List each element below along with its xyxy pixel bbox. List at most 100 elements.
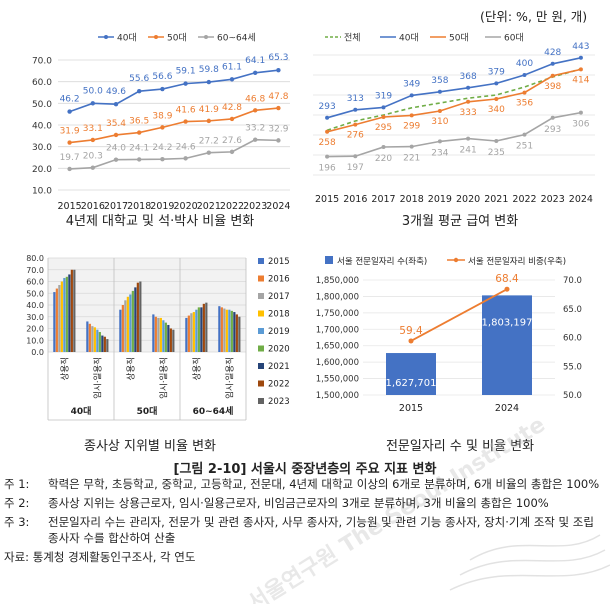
legend-marker	[204, 35, 208, 39]
note-1-text: 학력은 무학, 초등학교, 중학교, 고등학교, 전문대, 4년제 대학교 이상…	[48, 477, 600, 491]
category-label: 상용직	[192, 357, 203, 380]
data-label: 293	[319, 102, 336, 112]
y-tick-label: 10.0	[32, 187, 52, 197]
legend-label: 전체	[344, 33, 361, 44]
bar	[386, 353, 436, 395]
data-point	[381, 105, 386, 110]
x-tick-label: 2016	[343, 194, 367, 205]
bar	[205, 302, 208, 352]
bar	[129, 294, 132, 352]
y-right-tick-label: 60.0	[563, 334, 582, 344]
bar	[124, 300, 127, 352]
bar	[86, 321, 89, 352]
data-label: 27.2	[199, 137, 219, 147]
bar	[223, 308, 226, 352]
data-point	[325, 154, 330, 159]
x-tick-label: 2015	[315, 194, 339, 205]
notes: 주 1: 학력은 무학, 초등학교, 중학교, 고등학교, 전문대, 4년제 대…	[4, 476, 606, 565]
data-label: 310	[431, 117, 448, 127]
y-tick-label: 40.0	[26, 301, 44, 310]
series-line-1	[69, 69, 279, 113]
y-tick-label: 50.0	[26, 289, 44, 298]
bar	[238, 316, 241, 352]
data-point	[253, 137, 258, 142]
y-tick-label: 10.0	[26, 336, 44, 345]
share-point	[504, 286, 510, 292]
category-label: 상용직	[60, 357, 71, 380]
y-left-tick-label: 1,850,000	[316, 276, 359, 286]
data-label: 24.0	[106, 144, 126, 154]
data-label: 20.3	[83, 152, 103, 162]
bar	[482, 295, 532, 395]
data-label: 306	[572, 120, 589, 130]
bar	[162, 320, 165, 352]
note-1-label: 주 1:	[4, 477, 30, 491]
y-left-tick-label: 1,500,000	[316, 391, 359, 401]
data-point	[183, 156, 188, 161]
x-tick-label: 2019	[428, 194, 452, 205]
x-tick-label: 2022	[512, 194, 536, 205]
bar	[139, 281, 142, 352]
data-label: 42.8	[222, 103, 242, 113]
data-label: 234	[431, 148, 448, 158]
bar	[233, 312, 236, 352]
bar	[103, 336, 106, 352]
bar	[101, 335, 104, 352]
data-point	[437, 89, 442, 94]
bar	[190, 313, 193, 352]
data-point	[90, 137, 96, 143]
legend-marker	[154, 35, 158, 39]
y-tick-label: 40.0	[32, 122, 52, 132]
data-point	[160, 157, 165, 162]
y-left-tick-label: 1,700,000	[316, 325, 359, 335]
data-point	[160, 125, 165, 130]
data-point	[578, 55, 583, 60]
legend-swatch	[258, 258, 264, 264]
data-point	[276, 67, 281, 73]
data-point	[353, 154, 358, 159]
bar	[192, 312, 195, 352]
data-point	[137, 89, 142, 94]
data-point	[137, 157, 142, 162]
share-label: 68.4	[495, 273, 519, 285]
data-point	[466, 136, 471, 141]
legend-swatch	[258, 328, 264, 334]
bar	[119, 309, 122, 352]
bar-label: 1,803,197	[482, 317, 533, 328]
y-left-tick-label: 1,650,000	[316, 342, 359, 352]
bar	[230, 310, 233, 352]
data-label: 27.6	[222, 136, 242, 146]
x-tick-label: 2018	[127, 201, 151, 212]
note-3-text: 전문일자리 수는 관리자, 전문가 및 관련 종사자, 사무 종사자, 기능원 …	[48, 515, 594, 545]
y-right-tick-label: 50.0	[563, 391, 582, 401]
category-label: 임시·일용직	[93, 357, 104, 399]
data-point	[206, 79, 211, 85]
legend-label: 2022	[268, 380, 290, 390]
data-label: 349	[403, 79, 420, 89]
legend-label: 40대	[117, 33, 137, 44]
bar	[167, 324, 170, 352]
data-label: 31.9	[60, 127, 80, 137]
legend-label: 2016	[268, 275, 290, 285]
data-label: 293	[544, 125, 561, 135]
data-point	[229, 116, 235, 122]
y-tick-label: 0.0	[31, 348, 44, 357]
group-label: 50대	[137, 405, 158, 417]
bar	[134, 287, 137, 352]
data-label: 64.1	[245, 56, 265, 66]
x-tick-label: 2021	[484, 194, 508, 205]
bar	[70, 269, 73, 352]
legend-swatch	[258, 345, 264, 352]
data-point	[522, 73, 527, 77]
x-tick-label: 2020	[174, 201, 198, 212]
data-label: 235	[488, 148, 505, 158]
data-label: 276	[347, 131, 364, 141]
data-point	[494, 139, 499, 143]
data-point	[67, 166, 72, 172]
data-label: 356	[516, 99, 533, 109]
data-label: 61.1	[222, 62, 242, 72]
bar	[154, 316, 157, 352]
legend-label: 60대	[504, 33, 524, 44]
bar	[91, 326, 94, 352]
data-point	[113, 157, 119, 162]
